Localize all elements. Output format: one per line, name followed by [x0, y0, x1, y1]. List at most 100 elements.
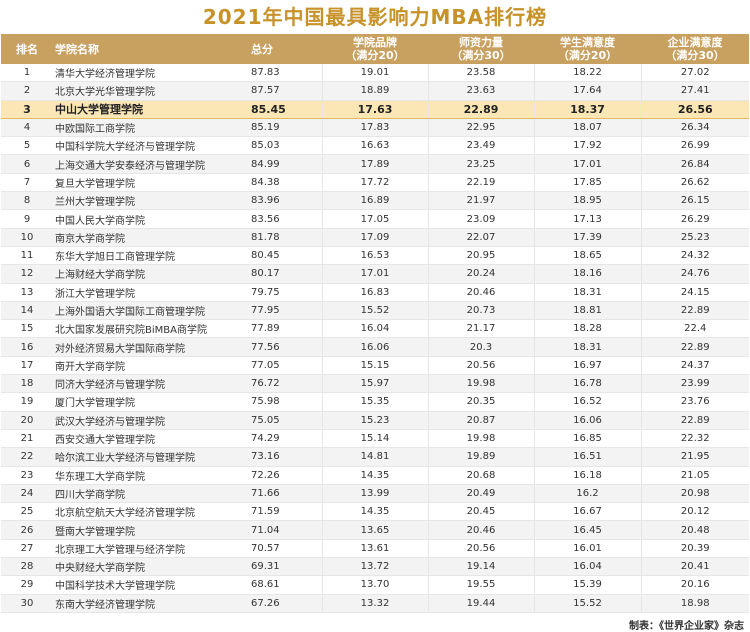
cell-total: 80.45: [247, 246, 322, 266]
table-row: 4 中欧国际工商学院 85.19 17.83 22.95 18.07 26.34: [1, 118, 749, 138]
cell-faculty: 23.63: [427, 81, 534, 101]
cell-student: 16.2: [533, 484, 641, 504]
cell-total: 87.57: [247, 81, 322, 101]
header-employer: 企业满意度 （满分30）: [641, 34, 749, 64]
cell-faculty: 19.98: [427, 429, 534, 449]
cell-rank: 27: [1, 539, 53, 559]
cell-student: 18.31: [533, 337, 641, 357]
cell-total: 74.29: [247, 429, 322, 449]
cell-student: 16.97: [533, 356, 641, 376]
cell-faculty: 21.17: [427, 319, 534, 339]
cell-total: 70.57: [247, 539, 322, 559]
cell-employer: 26.15: [640, 191, 749, 211]
cell-student: 17.39: [533, 228, 641, 247]
cell-faculty: 20.24: [427, 264, 534, 284]
cell-rank: 23: [1, 466, 53, 485]
cell-employer: 22.89: [640, 337, 749, 357]
cell-brand: 13.72: [321, 557, 428, 577]
cell-brand: 16.83: [321, 283, 428, 302]
cell-faculty: 19.98: [427, 374, 534, 394]
cell-brand: 17.63: [321, 99, 428, 119]
cell-brand: 14.35: [321, 466, 428, 485]
table-row: 5 中国科学院大学经济与管理学院 85.03 16.63 23.49 17.92 26.99: [1, 136, 749, 156]
cell-total: 87.83: [247, 64, 322, 83]
cell-total: 75.98: [247, 392, 322, 412]
cell-employer: 24.32: [640, 246, 749, 266]
cell-faculty: 20.46: [427, 520, 534, 540]
table-row: 27 北京理工大学管理与经济学院 70.57 13.61 20.56 16.01 20.39: [1, 539, 749, 559]
cell-school: 东华大学旭日工商管理学院: [53, 246, 247, 266]
cell-brand: 17.09: [321, 228, 428, 247]
table-row: 25 北京航空航天大学经济管理学院 71.59 14.35 20.45 16.67 20.1…: [1, 502, 749, 522]
cell-brand: 17.83: [321, 118, 428, 138]
cell-school: 哈尔滨工业大学经济与管理学院: [53, 447, 247, 467]
table-header-row: 排名 学院名称 总分 学院品牌 （满分20） 师资力量 （满分30） 学生满意度…: [1, 34, 749, 64]
cell-school: 南京大学商学院: [53, 228, 247, 247]
cell-brand: 15.52: [321, 301, 428, 321]
cell-school: 复旦大学管理学院: [53, 173, 247, 193]
cell-employer: 27.02: [640, 64, 749, 83]
cell-faculty: 20.73: [427, 301, 534, 321]
cell-school: 北京理工大学管理与经济学院: [53, 539, 247, 559]
cell-student: 18.81: [533, 301, 641, 321]
cell-brand: 16.63: [321, 136, 428, 156]
cell-brand: 15.15: [321, 356, 428, 376]
cell-brand: 16.04: [321, 319, 428, 339]
cell-brand: 17.01: [321, 264, 428, 284]
cell-total: 81.78: [247, 228, 322, 247]
cell-student: 16.85: [533, 429, 641, 449]
cell-brand: 13.70: [321, 575, 428, 595]
cell-faculty: 19.89: [427, 447, 534, 467]
cell-faculty: 22.07: [427, 228, 534, 247]
cell-school: 中国科学院大学经济与管理学院: [53, 136, 247, 156]
cell-rank: 9: [1, 209, 53, 229]
table-row: 12 上海财经大学商学院 80.17 17.01 20.24 18.16 24.76: [1, 264, 749, 284]
cell-rank: 22: [1, 447, 53, 467]
cell-faculty: 19.14: [427, 557, 534, 577]
cell-employer: 22.4: [640, 319, 749, 339]
cell-student: 18.95: [533, 191, 641, 211]
cell-faculty: 22.89: [427, 99, 534, 119]
header-employer-label: 企业满意度: [667, 36, 723, 49]
cell-student: 18.37: [533, 99, 641, 119]
cell-faculty: 20.35: [427, 392, 534, 412]
cell-brand: 14.35: [321, 502, 428, 522]
cell-faculty: 19.44: [427, 594, 534, 613]
cell-rank: 18: [1, 374, 53, 394]
cell-student: 16.45: [533, 520, 641, 540]
cell-school: 北京航空航天大学经济管理学院: [53, 502, 247, 522]
cell-brand: 17.72: [321, 173, 428, 193]
cell-faculty: 23.49: [427, 136, 534, 156]
ranking-table: 排名 学院名称 总分 学院品牌 （满分20） 师资力量 （满分30） 学生满意度…: [1, 34, 749, 613]
cell-rank: 28: [1, 557, 53, 577]
table-row: 14 上海外国语大学国际工商管理学院 77.95 15.52 20.73 18.81 22.…: [1, 301, 749, 321]
cell-student: 17.01: [533, 154, 641, 174]
cell-employer: 20.16: [640, 575, 749, 595]
cell-employer: 24.76: [640, 264, 749, 284]
cell-rank: 17: [1, 356, 53, 376]
cell-total: 68.61: [247, 575, 322, 595]
cell-faculty: 23.58: [427, 64, 534, 83]
cell-school: 中国人民大学商学院: [53, 209, 247, 229]
cell-school: 暨南大学管理学院: [53, 520, 247, 540]
cell-rank: 26: [1, 520, 53, 540]
cell-total: 83.96: [247, 191, 322, 211]
header-employer-max: （满分30）: [665, 49, 725, 62]
cell-student: 16.78: [533, 374, 641, 394]
cell-total: 67.26: [247, 594, 322, 613]
cell-total: 84.99: [247, 154, 322, 174]
header-school: 学院名称: [55, 42, 99, 56]
cell-rank: 8: [1, 191, 53, 211]
cell-rank: 21: [1, 429, 53, 449]
cell-rank: 30: [1, 594, 53, 613]
cell-total: 71.04: [247, 520, 322, 540]
cell-employer: 26.29: [640, 209, 749, 229]
cell-rank: 13: [1, 283, 53, 302]
cell-employer: 26.99: [640, 136, 749, 156]
cell-brand: 15.23: [321, 411, 428, 430]
cell-rank: 6: [1, 154, 53, 174]
cell-school: 中欧国际工商学院: [53, 118, 247, 138]
table-row: 3 中山大学管理学院 85.45 17.63 22.89 18.37 26.56: [1, 99, 749, 119]
cell-employer: 20.98: [640, 484, 749, 504]
cell-rank: 3: [1, 99, 53, 119]
